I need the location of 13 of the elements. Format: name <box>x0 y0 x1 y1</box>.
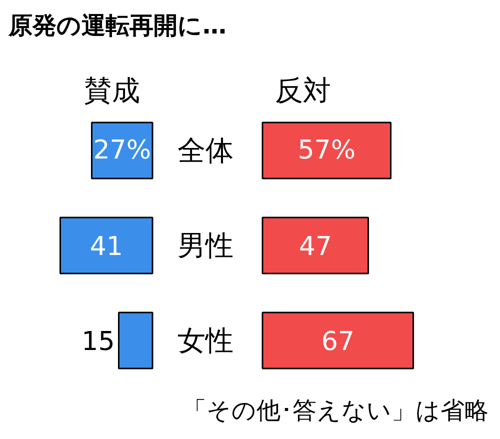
y-tick-label: 女性 <box>178 324 234 357</box>
y-tick-label: 全体 <box>178 134 234 167</box>
data-label: 67 <box>321 327 354 357</box>
data-label: 47 <box>298 232 332 262</box>
y-tick-label: 男性 <box>178 229 234 262</box>
chart-title: 原発の運転再開に… <box>8 12 226 40</box>
data-label: 15 <box>82 327 115 357</box>
series-label: 賛成 <box>84 74 140 107</box>
text: 「その他･答えない」は省略 <box>182 396 488 424</box>
data-label: 41 <box>90 232 123 262</box>
data-label: 27% <box>93 136 152 166</box>
data-label: 57% <box>298 136 356 166</box>
series-label: 反対 <box>275 74 331 107</box>
